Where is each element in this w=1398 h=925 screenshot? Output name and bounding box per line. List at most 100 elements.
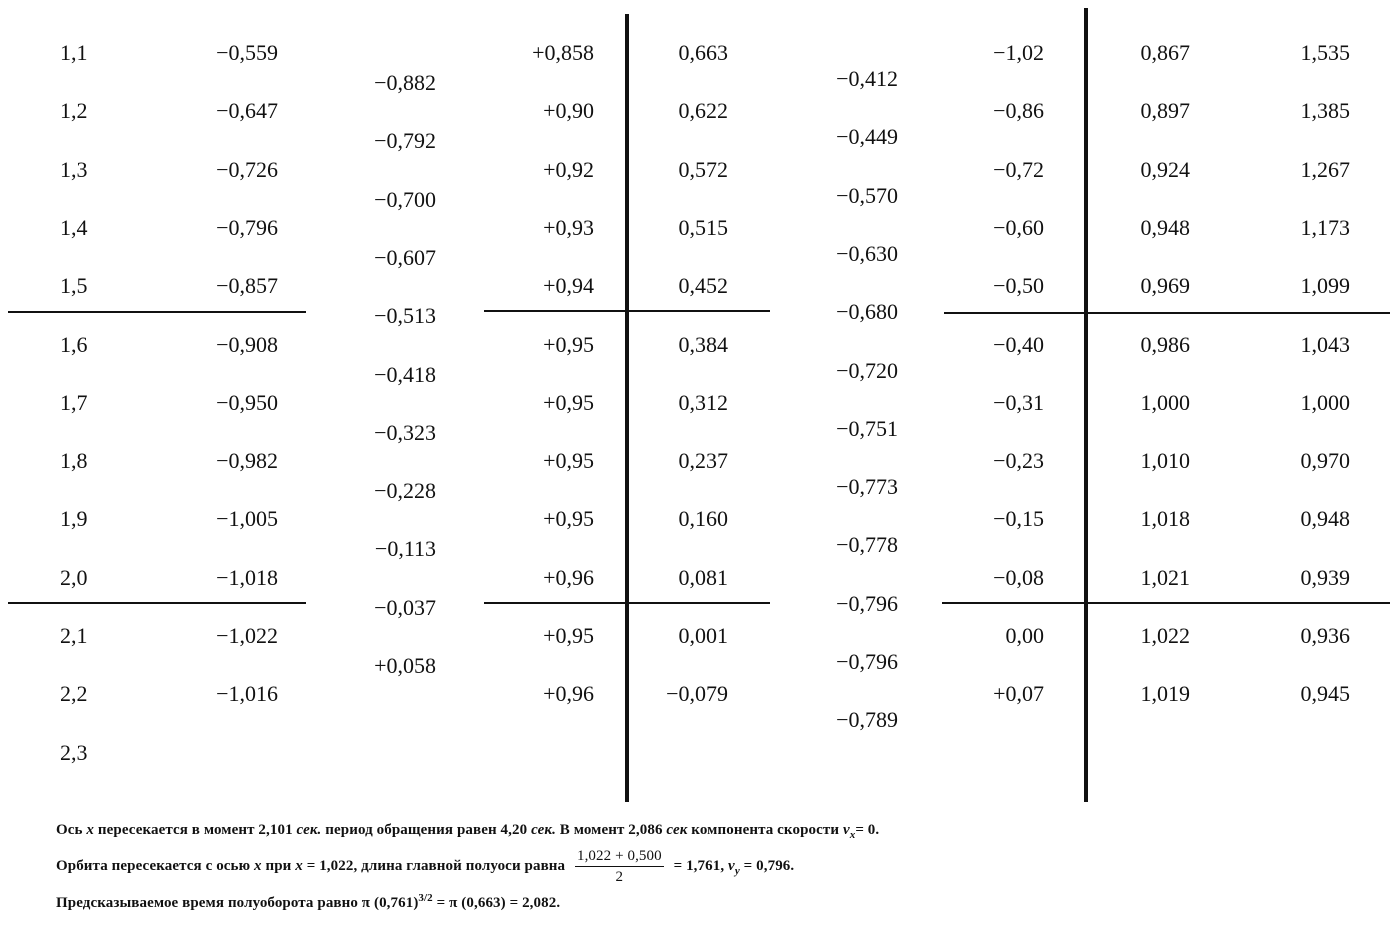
inv-cell: 1,043 [1300, 332, 1351, 357]
dx-cell: −0,792 [374, 128, 436, 153]
inv-cell: 0,970 [1300, 448, 1351, 473]
dy-cell: −0,789 [836, 707, 898, 732]
ddx-cell: +0,93 [543, 215, 594, 240]
ddy-cell: −0,08 [993, 565, 1044, 590]
ddy-cell: −0,50 [993, 273, 1044, 298]
x-cell: −0,796 [216, 215, 278, 240]
note-text: = 1,761, [669, 857, 729, 874]
ddx-cell: +0,95 [543, 390, 594, 415]
t-cell: 2,2 [60, 681, 88, 706]
rule-right-1 [944, 312, 1390, 314]
note-unit: сек. [531, 822, 556, 838]
t-cell: 2,3 [60, 740, 88, 765]
ddy-cell: +0,07 [993, 681, 1044, 706]
inv-cell: 1,099 [1300, 273, 1351, 298]
column-divider-1 [625, 14, 629, 802]
x-cell: −1,018 [216, 565, 278, 590]
dy-cell: −0,449 [836, 124, 898, 149]
dy-cell: −0,778 [836, 532, 898, 557]
rule-left-1 [8, 311, 306, 313]
t-cell: 1,9 [60, 506, 88, 531]
ddx-cell: +0,90 [543, 98, 594, 123]
r-cell: 0,986 [1140, 332, 1191, 357]
ddx-cell: +0,95 [543, 332, 594, 357]
dx-cell: +0,058 [374, 653, 436, 678]
note-text: Предсказываемое время полуоборота равно … [56, 895, 419, 911]
inv-cell: 1,173 [1300, 215, 1351, 240]
dx-cell: −0,418 [374, 362, 436, 387]
dy-cell: −0,412 [836, 66, 898, 91]
ddx-cell: +0,95 [543, 506, 594, 531]
note-symbol: x [295, 857, 303, 874]
r-cell: 1,018 [1140, 506, 1191, 531]
x-cell: −0,647 [216, 98, 278, 123]
note-text: = π (0,663) = 2,082. [432, 895, 561, 911]
t-cell: 1,6 [60, 332, 88, 357]
y-cell: 0,081 [678, 565, 729, 590]
note-text: компонента скорости [687, 822, 843, 838]
x-cell: −1,005 [216, 506, 278, 531]
ddy-cell: −0,60 [993, 215, 1044, 240]
x-cell: −0,950 [216, 390, 278, 415]
ddy-cell: −0,23 [993, 448, 1044, 473]
note-text: = 0,796. [739, 857, 795, 874]
note-subscript: x [849, 829, 856, 841]
rule-left-2 [8, 602, 306, 604]
note-text: = 1,022, длина главной полуоси равна [302, 857, 569, 874]
dy-cell: −0,751 [836, 416, 898, 441]
dx-cell: −0,882 [374, 70, 436, 95]
dy-cell: −0,630 [836, 241, 898, 266]
r-cell: 0,897 [1140, 98, 1191, 123]
dx-cell: −0,323 [374, 420, 436, 445]
ddx-cell: +0,92 [543, 157, 594, 182]
fraction: 1,022 + 0,500 2 [574, 846, 664, 887]
inv-cell: 0,948 [1300, 506, 1351, 531]
dx-cell: −0,037 [374, 595, 436, 620]
ddy-cell: −0,72 [993, 157, 1044, 182]
dx-cell: −0,607 [374, 245, 436, 270]
r-cell: 1,010 [1140, 448, 1191, 473]
note-line-3: Предсказываемое время полуоборота равно … [56, 888, 560, 913]
x-cell: −0,726 [216, 157, 278, 182]
r-cell: 1,019 [1140, 681, 1191, 706]
r-cell: 1,022 [1140, 623, 1191, 648]
t-cell: 1,2 [60, 98, 88, 123]
note-subscript: y [734, 864, 740, 877]
dx-cell: −0,513 [374, 303, 436, 328]
dy-cell: −0,796 [836, 649, 898, 674]
r-cell: 0,924 [1140, 157, 1191, 182]
x-cell: −1,016 [216, 681, 278, 706]
note-line-2: Орбита пересекается с осью x при x = 1,0… [56, 846, 794, 887]
note-text: пересекается в момент 2,101 [94, 822, 297, 838]
t-cell: 2,1 [60, 623, 88, 648]
dy-cell: −0,796 [836, 591, 898, 616]
x-cell: −0,559 [216, 40, 278, 65]
r-cell: 0,948 [1140, 215, 1191, 240]
note-symbol: v [728, 857, 735, 874]
note-text: при [261, 857, 296, 874]
t-cell: 1,5 [60, 273, 88, 298]
ddy-cell: −0,86 [993, 98, 1044, 123]
note-symbol: x [254, 857, 262, 874]
ddx-cell: +0,95 [543, 623, 594, 648]
note-text: = 0. [855, 822, 880, 838]
t-cell: 2,0 [60, 565, 88, 590]
inv-cell: 0,939 [1300, 565, 1351, 590]
ddy-cell: −0,31 [993, 390, 1044, 415]
y-cell: 0,001 [678, 623, 729, 648]
x-cell: −0,857 [216, 273, 278, 298]
rule-right-2 [942, 602, 1390, 604]
note-symbol: v [842, 822, 850, 838]
inv-cell: 0,936 [1300, 623, 1351, 648]
y-cell: 0,663 [678, 40, 729, 65]
x-cell: −0,908 [216, 332, 278, 357]
y-cell: 0,622 [678, 98, 729, 123]
ddx-cell: +0,94 [543, 273, 594, 298]
ddx-cell: +0,96 [543, 565, 594, 590]
dy-cell: −0,773 [836, 474, 898, 499]
t-cell: 1,3 [60, 157, 88, 182]
x-cell: −1,022 [216, 623, 278, 648]
note-unit: сек. [296, 822, 322, 838]
note-text: период обращения равен 4,20 [321, 822, 532, 838]
r-cell: 0,867 [1140, 40, 1191, 65]
